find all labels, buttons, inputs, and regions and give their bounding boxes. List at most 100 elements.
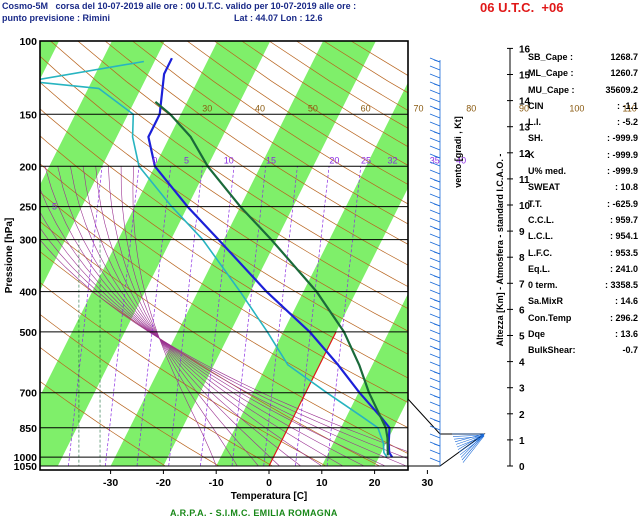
wind-barb — [429, 169, 441, 175]
hodograph — [407, 397, 486, 467]
pressure-tick-label: 250 — [19, 202, 37, 214]
height-tick-label: 13 — [519, 123, 531, 134]
wind-barb — [429, 401, 441, 407]
wind-barb — [433, 347, 441, 351]
dry-adiabat — [40, 55, 408, 309]
wind-barb — [429, 409, 441, 415]
index-row: BulkShear: -0.7 — [528, 345, 640, 361]
index-value: -0.7 — [622, 345, 638, 356]
height-tick-label: 3 — [519, 384, 525, 395]
index-label: SWEAT — [528, 182, 560, 193]
top-label: 40 — [255, 103, 265, 113]
moist-adiabat — [40, 188, 386, 467]
wind-barb — [429, 337, 441, 343]
moist-adiabat — [95, 166, 280, 467]
index-row: CIN : -1.1 — [528, 101, 640, 117]
index-label: C.C.L. — [528, 214, 554, 225]
wind-barb — [433, 299, 441, 303]
index-label: U% med. — [528, 166, 567, 177]
dry-adiabat — [50, 41, 408, 288]
wind-barb — [429, 305, 441, 311]
wind-barb — [429, 257, 441, 263]
index-value: : 3358.5 — [604, 280, 638, 291]
index-row: Eq.L.: 241.0 — [528, 264, 640, 280]
index-label: ML_Cape : — [528, 68, 574, 79]
dry-adiabat — [40, 108, 408, 355]
mixing-labels: 0 5 10 15 20 25 32 35 40 — [152, 155, 466, 165]
height-axis-title: Altezza [Km] - Atmosfera - standard I.C.… — [495, 154, 505, 347]
dry-adiabat — [40, 135, 408, 379]
top-label: 90 — [519, 103, 529, 113]
wind-barb — [429, 217, 441, 223]
top-label: 50 — [308, 103, 318, 113]
index-value: 1260.7 — [610, 68, 638, 79]
index-value: : -1.1 — [616, 100, 638, 111]
temperature-tick-label: -30 — [103, 477, 118, 489]
moist-adiabat — [40, 211, 407, 467]
mixing-label: 35 — [430, 155, 440, 165]
index-row: SH.: -999.9 — [528, 133, 640, 149]
index-row: L.C.L.: 954.1 — [528, 231, 640, 247]
index-value: : 296.2 — [609, 312, 638, 323]
pressure-tick-label: 200 — [19, 161, 37, 173]
pressure-tick-label: 100 — [19, 36, 37, 48]
wind-column: vento [gradi , Kt] — [429, 57, 463, 466]
pressure-tick-label: 850 — [19, 423, 37, 435]
wind-barb — [429, 281, 441, 287]
height-tick-label: 0 — [519, 462, 525, 473]
mixing-ratio-line — [104, 166, 140, 467]
index-row: 0 term.: 3358.5 — [528, 280, 640, 296]
dry-adiabat — [40, 314, 273, 467]
wind-barb — [429, 241, 441, 247]
height-tick-label: 12 — [519, 149, 531, 160]
pressure-tick-label: 700 — [19, 388, 37, 400]
x-axis-title: Temperatura [C] — [231, 491, 308, 502]
pressure-tick-label: 300 — [19, 235, 37, 247]
wind-barb — [429, 113, 441, 119]
index-label: CIN — [528, 100, 544, 111]
index-label: BulkShear: — [528, 345, 576, 356]
height-tick-label: 5 — [519, 332, 525, 343]
top-label: 70 — [413, 103, 423, 113]
top-labels: 30405060708090100110120 — [202, 103, 637, 113]
isotherm-band — [110, 41, 376, 466]
wind-axis-title: vento [gradi , Kt] — [453, 116, 463, 188]
wind-barb — [429, 65, 441, 71]
height-tick-label: 6 — [519, 305, 525, 316]
pressure-tick-label: 500 — [19, 327, 37, 339]
temperature-curve — [147, 57, 394, 458]
index-value: : 10.8 — [614, 182, 638, 193]
mixing-ratio-line — [295, 166, 330, 467]
pressure-tick-label: 150 — [19, 109, 37, 121]
hodograph-ray — [461, 434, 485, 461]
index-value: : -5.2 — [616, 117, 638, 128]
side-label: 5 — [52, 202, 57, 212]
index-label: L.F.C. — [528, 247, 552, 258]
wind-barb — [433, 59, 441, 63]
height-tick-label: 16 — [519, 44, 531, 55]
index-row: K: -999.9 — [528, 150, 640, 166]
index-label: K — [528, 149, 535, 160]
mixing-ratio-line — [231, 166, 267, 467]
height-tick-label: 10 — [519, 201, 531, 212]
moist-adiabat — [40, 227, 408, 459]
height-tick-label: 11 — [519, 175, 530, 186]
moist-adiabat — [40, 239, 408, 453]
index-row: U% med. : -999.9 — [528, 166, 640, 182]
isotherm-band — [216, 82, 408, 466]
index-label: Sa.MixR — [528, 296, 564, 307]
temperature-tick-label: 30 — [422, 477, 434, 489]
dry-adiabat — [40, 251, 380, 467]
height-tick-label: 9 — [519, 227, 525, 238]
index-label: L.C.L. — [528, 231, 553, 242]
index-row: Sa.MixR: 14.6 — [528, 296, 640, 312]
hodograph-ray — [454, 433, 485, 443]
mixing-ratio-line — [326, 166, 362, 467]
mixing-label: 20 — [329, 155, 339, 165]
wind-barb — [429, 329, 441, 335]
index-label: Eq.L. — [528, 263, 550, 274]
index-value: : -999.9 — [606, 166, 638, 177]
hodograph-frame — [407, 397, 486, 467]
